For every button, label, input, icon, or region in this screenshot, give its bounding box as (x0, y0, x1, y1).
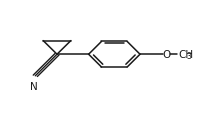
Text: N: N (30, 81, 38, 91)
Text: O: O (163, 50, 171, 60)
Text: CH: CH (179, 49, 194, 59)
Text: 3: 3 (186, 52, 191, 61)
